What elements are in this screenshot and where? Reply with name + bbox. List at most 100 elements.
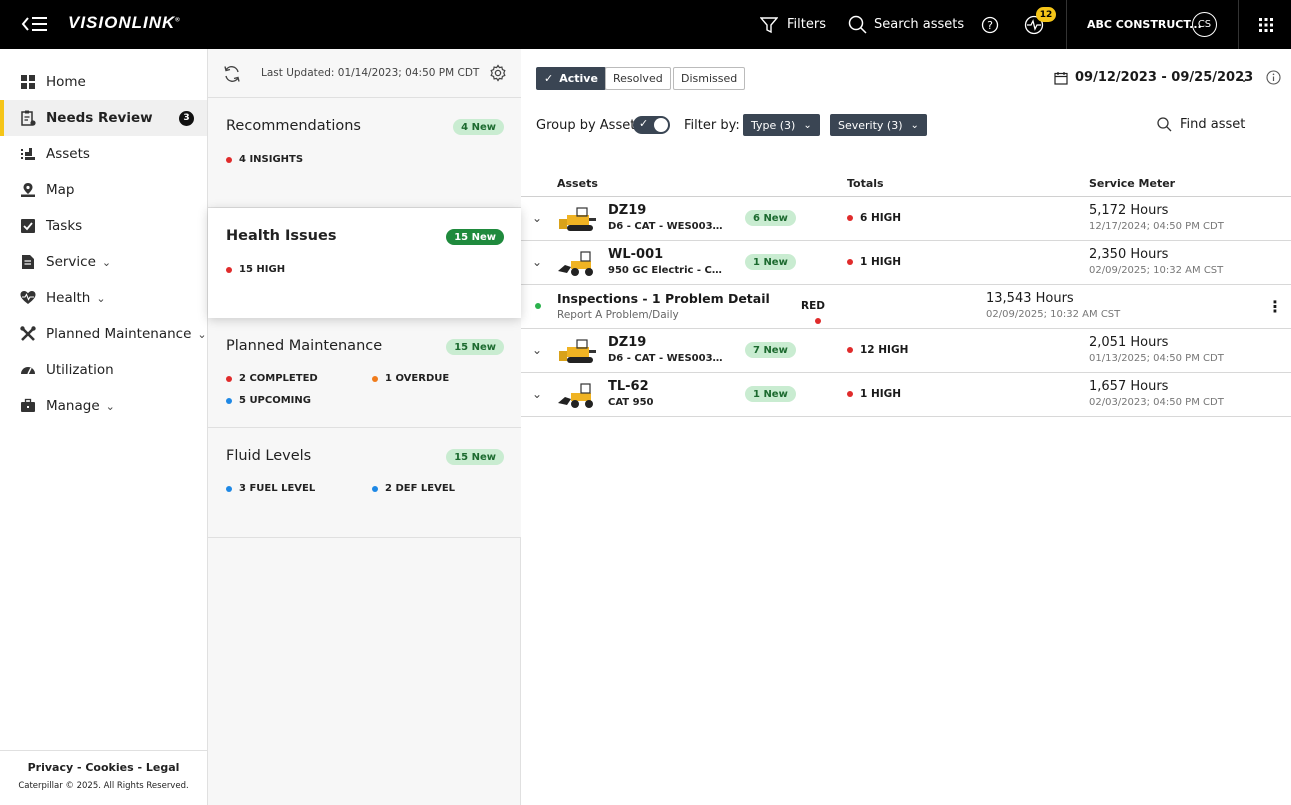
issue-source: Report A Problem/Daily (557, 309, 679, 321)
asset-name[interactable]: DZ19 (608, 203, 647, 218)
tab-dismissed[interactable]: Dismissed (673, 67, 746, 90)
sidebar-item-home[interactable]: Home (0, 64, 207, 100)
sidebar: Home Needs Review 3 Assets Map Tasks Ser… (0, 49, 208, 805)
grid-icon (1259, 17, 1273, 32)
issue-title[interactable]: Inspections - 1 Problem Detail (557, 291, 770, 306)
column-header-service-meter: Service Meter (1089, 177, 1176, 190)
assets-icon (21, 148, 35, 160)
divider (1066, 0, 1067, 49)
asset-name[interactable]: TL-62 (608, 379, 649, 394)
tab-active[interactable]: ✓ Active (536, 67, 606, 90)
stat-fuel-level: 3 FUEL LEVEL (226, 483, 315, 494)
collapse-menu-button[interactable] (20, 13, 48, 35)
sidebar-item-label: Needs Review (46, 110, 153, 126)
expand-chevron-icon[interactable]: ⌄ (532, 343, 543, 357)
sidebar-item-planned-maintenance[interactable]: Planned Maintenance ⌄ (0, 316, 207, 352)
table-row[interactable]: ⌄ TL-62 CAT 950 1 New 1 HIGH 1,657 Hours… (521, 373, 1291, 417)
menu-collapse-icon (21, 17, 47, 31)
wheel-loader-icon (558, 251, 593, 276)
refresh-icon (224, 66, 240, 82)
svg-text:?: ? (987, 19, 993, 32)
chevron-down-icon: ⌄ (96, 292, 106, 305)
find-asset-button[interactable]: Find asset (1157, 117, 1245, 132)
status-dot (847, 347, 853, 353)
card-title: Fluid Levels (226, 448, 312, 464)
help-button[interactable]: ? (981, 0, 999, 49)
tab-resolved[interactable]: Resolved (605, 67, 671, 90)
briefcase-icon (21, 398, 35, 412)
calendar-icon (1054, 71, 1068, 85)
status-dot (815, 318, 821, 324)
service-date: 01/13/2025; 04:50 PM CDT (1089, 353, 1224, 364)
card-planned-maintenance[interactable]: Planned Maintenance 15 New 2 COMPLETED 1… (208, 318, 521, 428)
card-title: Health Issues (226, 228, 337, 244)
stat-high: 15 HIGH (226, 264, 285, 275)
totals-cell: 1 HIGH (847, 256, 901, 268)
asset-name[interactable]: DZ19 (608, 335, 647, 350)
sidebar-item-label: Utilization (46, 362, 114, 378)
card-recommendations[interactable]: Recommendations 4 New 4 INSIGHTS (208, 98, 521, 208)
new-count-badge: 15 New (446, 339, 504, 355)
filters-label: Filters (787, 17, 826, 32)
notification-count-badge: 12 (1036, 7, 1056, 22)
toggle-knob (654, 118, 668, 132)
clipboard-alert-icon (21, 110, 36, 126)
group-by-toggle[interactable]: ✓ (633, 116, 670, 134)
category-panel-header: Last Updated: 01/14/2023; 04:50 PM CDT (208, 49, 521, 98)
totals-cell: 6 HIGH (847, 212, 901, 224)
sidebar-item-label: Tasks (46, 218, 83, 234)
sidebar-item-assets[interactable]: Assets (0, 136, 207, 172)
expand-chevron-icon[interactable]: ⌄ (532, 211, 543, 225)
table-row[interactable]: ⌄ DZ19 D6 - CAT - WES00335 6 New 6 HIGH … (521, 197, 1291, 241)
service-hours: 2,051 Hours (1089, 335, 1169, 350)
sidebar-item-service[interactable]: Service ⌄ (0, 244, 207, 280)
status-dot (226, 375, 232, 382)
home-icon (21, 75, 35, 89)
stat-insights: 4 INSIGHTS (226, 154, 303, 165)
sidebar-item-manage[interactable]: Manage ⌄ (0, 388, 207, 424)
filters-button[interactable]: Filters (760, 0, 826, 49)
search-assets-button[interactable]: Search assets (848, 0, 964, 49)
date-range-picker[interactable]: 09/12/2023 - 09/25/2023 (1054, 70, 1253, 85)
sidebar-item-tasks[interactable]: Tasks (0, 208, 207, 244)
visionlink-logo[interactable]: VISIONLINK® (68, 13, 181, 32)
stat-completed: 2 COMPLETED (226, 373, 318, 384)
find-asset-label: Find asset (1180, 117, 1246, 132)
search-assets-label: Search assets (874, 17, 965, 32)
card-title: Planned Maintenance (226, 338, 383, 354)
type-filter-dropdown[interactable]: Type (3) ⌄ (743, 114, 820, 136)
wrench-icon (20, 326, 36, 341)
notifications-button[interactable] (1024, 0, 1044, 49)
severity-filter-dropdown[interactable]: Severity (3) ⌄ (830, 114, 927, 136)
card-title: Recommendations (226, 118, 361, 134)
column-header-totals: Totals (847, 177, 884, 190)
wheel-loader-icon (558, 383, 593, 408)
user-avatar[interactable]: CS (1192, 12, 1217, 37)
help-icon: ? (981, 16, 999, 33)
more-options-icon[interactable]: ⋮ (1267, 297, 1283, 316)
sidebar-item-health[interactable]: Health ⌄ (0, 280, 207, 316)
pulse-icon (1024, 15, 1044, 34)
app-launcher-button[interactable] (1258, 0, 1274, 49)
account-switcher[interactable]: ABC CONSTRUCT... (1087, 18, 1202, 31)
chevron-down-icon[interactable]: ⌄ (1239, 71, 1250, 85)
sidebar-item-needs-review[interactable]: Needs Review 3 (0, 100, 207, 136)
sidebar-item-utilization[interactable]: Utilization (0, 352, 207, 388)
sidebar-item-map[interactable]: Map (0, 172, 207, 208)
info-button[interactable] (1266, 70, 1281, 85)
refresh-button[interactable] (222, 64, 242, 84)
card-health-issues[interactable]: Health Issues 15 New 15 HIGH (208, 208, 521, 318)
issue-row[interactable]: Inspections - 1 Problem Detail Report A … (521, 285, 1291, 329)
card-fluid-levels[interactable]: Fluid Levels 15 New 3 FUEL LEVEL 2 DEF L… (208, 428, 521, 538)
table-row[interactable]: ⌄ WL-001 950 GC Electric - CA... 1 New 1… (521, 241, 1291, 285)
settings-button[interactable] (489, 64, 507, 82)
sidebar-item-label: Manage ⌄ (46, 398, 115, 414)
legal-links[interactable]: Privacy - Cookies - Legal (27, 761, 180, 774)
expand-chevron-icon[interactable]: ⌄ (532, 255, 543, 269)
health-icon (20, 291, 36, 304)
expand-chevron-icon[interactable]: ⌄ (532, 387, 543, 401)
asset-name[interactable]: WL-001 (608, 247, 664, 262)
new-count-badge: 7 New (745, 342, 796, 358)
status-dot (226, 397, 232, 404)
table-row[interactable]: ⌄ DZ19 D6 - CAT - WES00335 7 New 12 HIGH… (521, 329, 1291, 373)
